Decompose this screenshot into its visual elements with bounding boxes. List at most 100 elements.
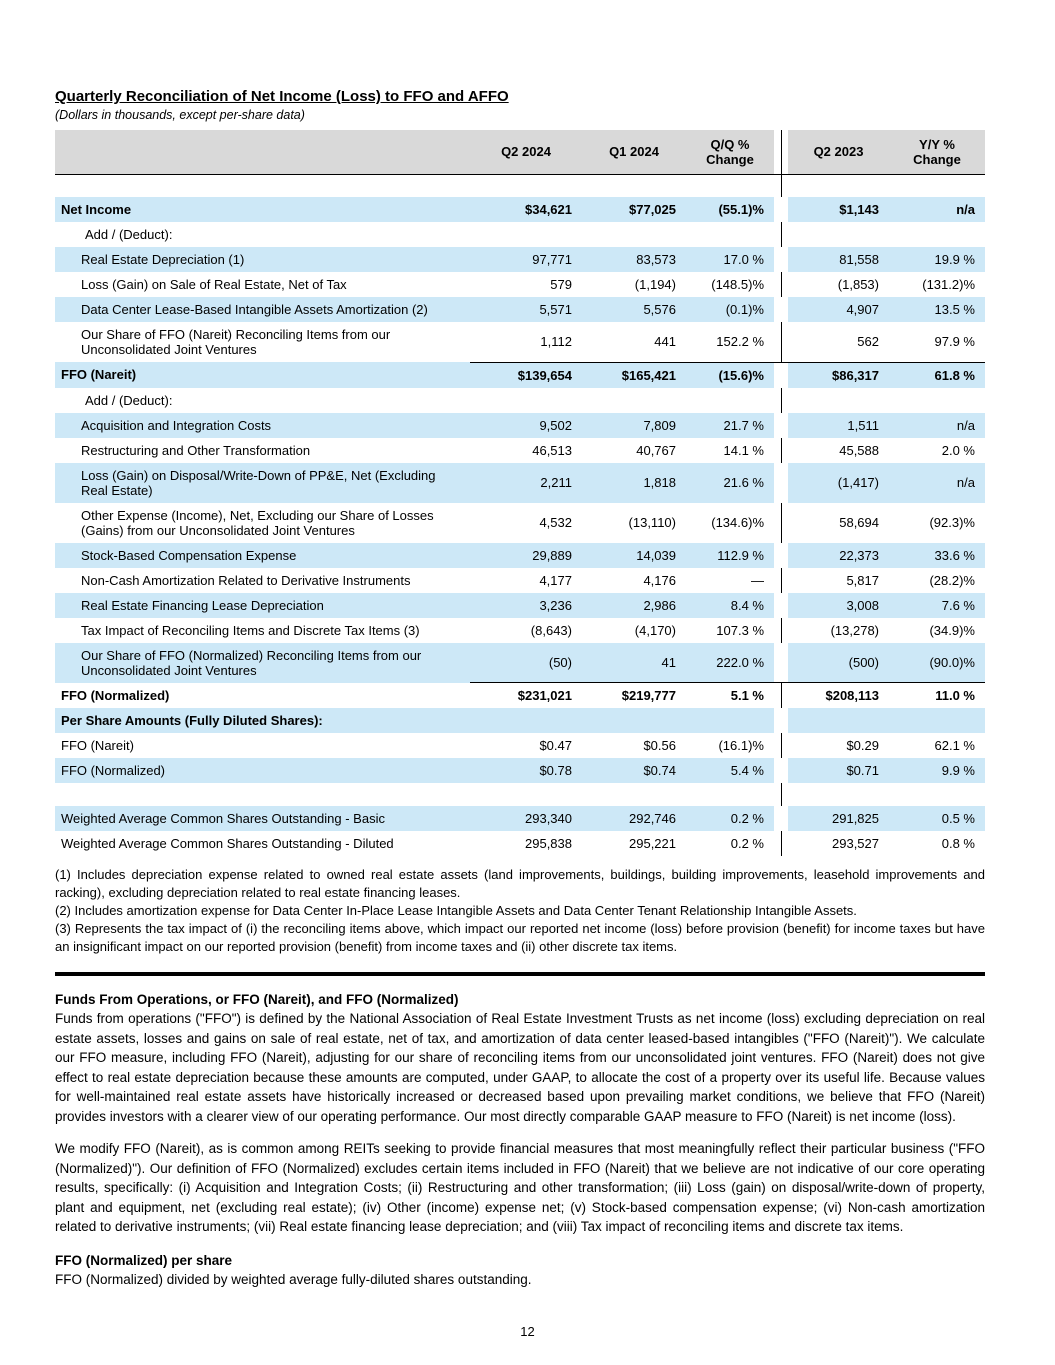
row-value: 4,177 <box>539 572 572 588</box>
row-value: 2.0 % <box>941 442 975 458</box>
row-value: $1,143 <box>788 197 889 222</box>
column-divider <box>774 783 788 806</box>
row-value: (148.5)% <box>711 277 764 292</box>
section-heading: FFO (Normalized) per share <box>55 1252 233 1268</box>
row-value: 579 <box>550 277 572 292</box>
column-divider <box>774 542 788 568</box>
table-row: Add / (Deduct): <box>55 222 985 247</box>
column-divider <box>774 222 788 247</box>
row-value: 58,694 <box>839 515 879 530</box>
row-value: (134.6)% <box>711 515 764 530</box>
table-row: Loss (Gain) on Disposal/Write-Down of PP… <box>55 462 985 503</box>
row-label: Our Share of FFO (Nareit) Reconciling It… <box>81 327 391 357</box>
row-value: (34.9)% <box>929 622 975 638</box>
row-value: (8,643) <box>530 622 572 638</box>
row-value: 5,571 <box>470 297 582 322</box>
row-label: Loss (Gain) on Disposal/Write-Down of PP… <box>55 462 470 503</box>
row-value: 2,211 <box>470 462 582 503</box>
column-divider <box>774 642 788 683</box>
header-q2-2023: Q2 2023 <box>788 130 889 175</box>
reconciliation-table: Q2 2024 Q1 2024 Q/Q % Change Q2 2023 Y/Y… <box>55 130 985 856</box>
table-row: Per Share Amounts (Fully Diluted Shares)… <box>55 708 985 733</box>
row-value: $0.29 <box>846 738 879 753</box>
column-divider <box>774 362 788 388</box>
row-value: 295,838 <box>525 836 572 851</box>
row-value: (0.1)% <box>686 297 774 322</box>
row-value: (50) <box>470 642 582 683</box>
row-value: 21.6 % <box>686 462 774 503</box>
row-value: 8.4 % <box>686 592 774 618</box>
table-row: Weighted Average Common Shares Outstandi… <box>55 831 985 856</box>
row-value: (131.2)% <box>922 277 975 292</box>
row-value: 81,558 <box>788 247 889 272</box>
row-value: 62.1 % <box>934 738 975 753</box>
row-value: 0.5 % <box>889 806 985 831</box>
row-label: FFO (Normalized) <box>61 687 170 703</box>
row-value: 107.3 % <box>716 622 764 638</box>
row-value: (13,278) <box>830 622 879 638</box>
row-value: 0.8 % <box>941 836 975 851</box>
table-row: Stock-Based Compensation Expense 29,889 14… <box>55 542 985 568</box>
row-value: 5.1 % <box>730 688 764 703</box>
row-value: $0.56 <box>643 738 676 753</box>
section-paragraph: FFO (Normalized) divided by weighted ave… <box>55 1271 532 1287</box>
page-number: 12 <box>520 1324 535 1339</box>
row-value: (1,194) <box>634 277 676 292</box>
row-value: 40,767 <box>636 442 676 458</box>
row-value: (92.3)% <box>929 515 975 530</box>
row-value: 0.2 % <box>686 806 774 831</box>
row-label: Non-Cash Amortization Related to Derivat… <box>81 572 411 588</box>
row-value: 9,502 <box>470 412 582 438</box>
row-value: 5,576 <box>582 297 686 322</box>
row-value <box>889 174 985 197</box>
row-value: (55.1)% <box>686 197 774 222</box>
row-value: 14,039 <box>582 542 686 568</box>
row-value: (1,417) <box>788 462 889 503</box>
row-label: Add / (Deduct): <box>85 392 173 408</box>
row-label <box>55 174 470 197</box>
row-value: 33.6 % <box>889 542 985 568</box>
row-value <box>788 174 889 197</box>
row-value <box>582 708 686 733</box>
column-divider <box>774 130 788 175</box>
row-value <box>889 708 985 733</box>
column-divider <box>774 174 788 197</box>
footnote: (2) Includes amortization expense for Da… <box>55 903 857 918</box>
page-subtitle: (Dollars in thousands, except per-share … <box>55 108 305 122</box>
row-label: Per Share Amounts (Fully Diluted Shares)… <box>55 708 470 733</box>
row-label: Our Share of FFO (Normalized) Reconcilin… <box>55 642 470 683</box>
column-divider <box>774 831 788 856</box>
row-value <box>686 174 774 197</box>
row-label: Loss (Gain) on Sale of Real Estate, Net … <box>81 277 347 292</box>
table-row: Loss (Gain) on Sale of Real Estate, Net … <box>55 272 985 297</box>
row-value: 291,825 <box>788 806 889 831</box>
row-value: 7.6 % <box>889 592 985 618</box>
row-value: 13.5 % <box>889 297 985 322</box>
row-value <box>686 708 774 733</box>
header-q2-2024: Q2 2024 <box>470 130 582 175</box>
row-value: 1,112 <box>470 322 582 363</box>
footnotes: (1) Includes depreciation expense relate… <box>55 866 985 956</box>
row-value <box>582 783 686 806</box>
row-label: Acquisition and Integration Costs <box>55 412 470 438</box>
row-value <box>889 783 985 806</box>
row-label: Weighted Average Common Shares Outstandi… <box>55 806 470 831</box>
table-row: Our Share of FFO (Normalized) Reconcilin… <box>55 642 985 683</box>
row-value: 41 <box>582 642 686 683</box>
row-value: 97,771 <box>470 247 582 272</box>
header-label-cell <box>55 130 470 175</box>
row-value: $34,621 <box>470 197 582 222</box>
footnote: (1) Includes depreciation expense relate… <box>55 867 985 900</box>
table-row: Real Estate Depreciation (1) 97,771 83,573… <box>55 247 985 272</box>
row-value: $208,113 <box>825 688 879 703</box>
row-value <box>470 783 582 806</box>
row-value: 292,746 <box>582 806 686 831</box>
table-row: Acquisition and Integration Costs 9,502 7,… <box>55 412 985 438</box>
table-row: FFO (Nareit) $139,654 $165,421 (15.6)% $86,3… <box>55 362 985 388</box>
column-divider <box>774 387 788 413</box>
row-label: Data Center Lease-Based Intangible Asset… <box>55 297 470 322</box>
row-value: (1,853) <box>837 277 879 292</box>
row-value <box>889 222 985 247</box>
row-label: FFO (Normalized) <box>55 758 470 783</box>
